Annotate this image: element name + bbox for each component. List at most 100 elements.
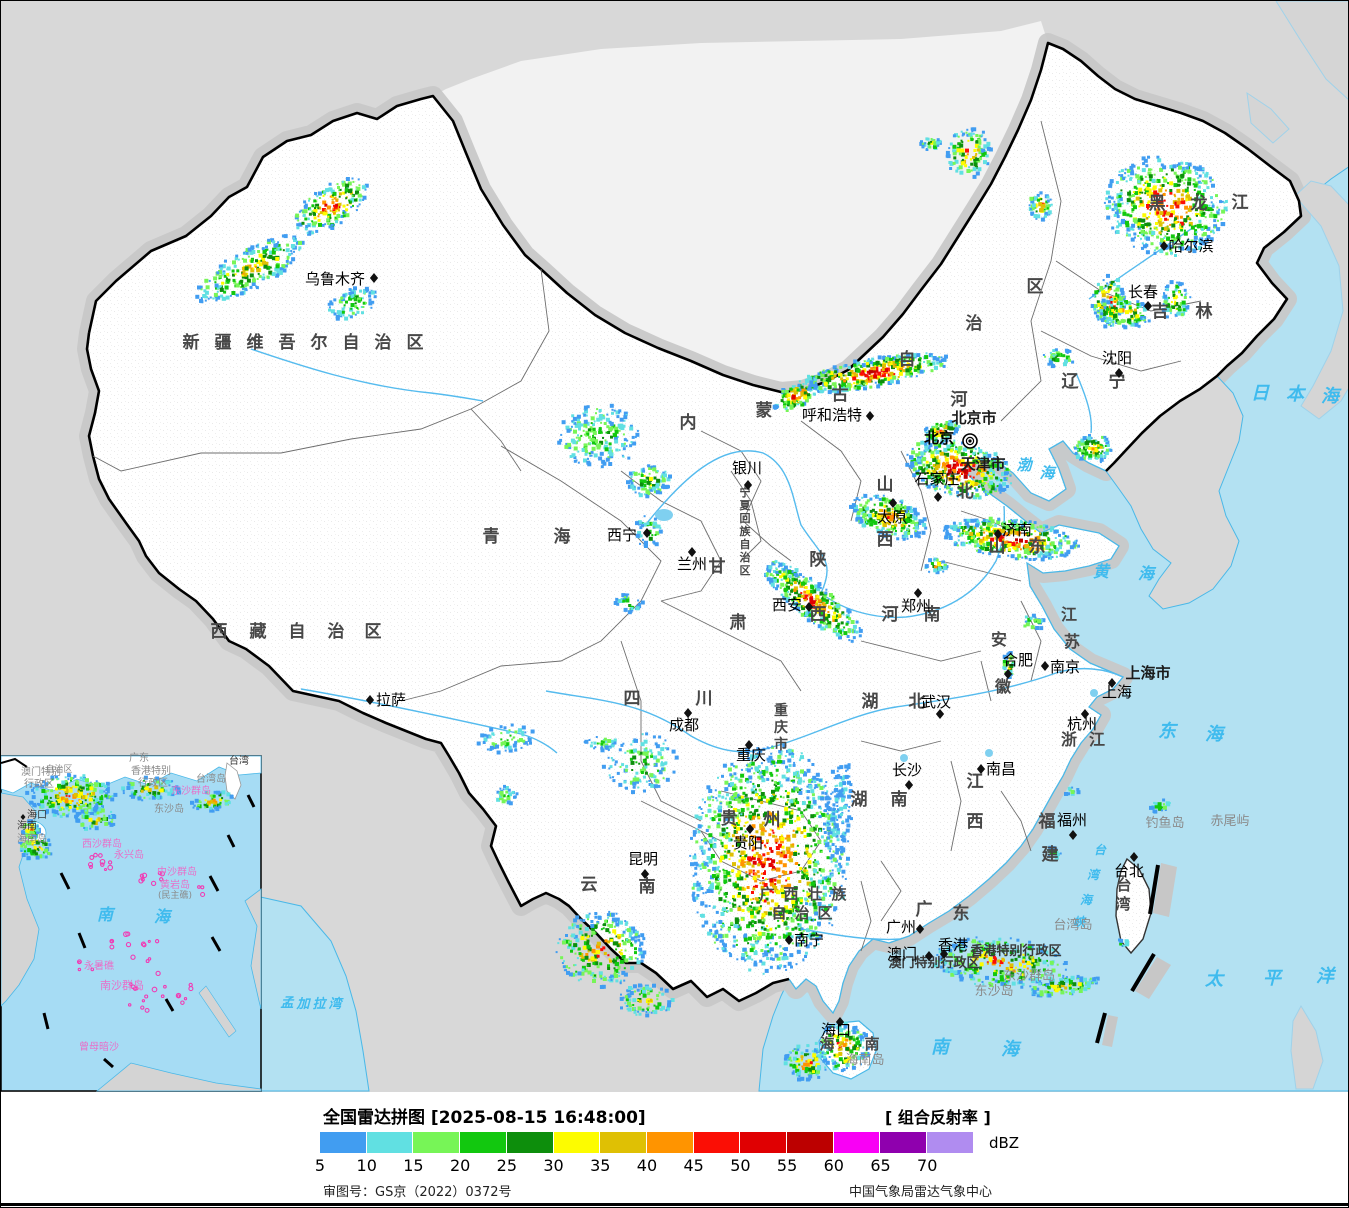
island-label: 赤尾屿: [1210, 814, 1249, 829]
island-label: 海南岛: [845, 1052, 884, 1068]
city-label: 广州: [886, 918, 916, 936]
gray-dash-bar: [1102, 1015, 1118, 1047]
province-label: 林: [1196, 301, 1213, 322]
province-boundary: [620, 470, 722, 602]
city-marker-diamond: [1159, 241, 1169, 251]
inset-island-dot: [197, 885, 201, 889]
province-boundary: [730, 470, 762, 562]
sea-label: 日: [1251, 383, 1270, 404]
province-boundary: [860, 640, 982, 662]
city-marker-diamond: [804, 602, 814, 612]
city-marker-diamond: [915, 924, 925, 934]
sea-label: 黄: [1093, 562, 1111, 581]
sea-label: 加: [295, 996, 311, 1012]
inset-nine-dash-segment: [246, 794, 256, 808]
inset-island-dot: [150, 880, 157, 887]
sea-label: 本: [1286, 384, 1307, 405]
city-marker-diamond: [640, 869, 650, 879]
river: [1075, 372, 1093, 434]
inset-island-dot: [90, 967, 95, 972]
inset-island-dot: [98, 853, 103, 858]
inset-island-dot: [147, 957, 152, 961]
island-label: 东沙岛: [974, 983, 1013, 999]
dongting-lake: [900, 754, 908, 762]
province-label: 湖: [851, 790, 868, 810]
colorbar-segment: [413, 1132, 461, 1153]
colorbar-tick: 70: [917, 1156, 938, 1175]
city-marker-diamond: [924, 951, 934, 961]
inset-island-dot: [132, 986, 138, 991]
inset-island-dot: [89, 855, 95, 860]
inset-island-dot: [145, 959, 150, 964]
sea-label: 拉: [312, 996, 327, 1012]
city-label: 兰州: [677, 555, 707, 573]
colorbar-tick: 20: [449, 1156, 471, 1175]
colorbar-tick: 45: [683, 1156, 704, 1175]
colorbar: [320, 1132, 974, 1153]
province-label: 夏: [740, 499, 752, 512]
inset-island-dot: [141, 942, 147, 948]
sea-label: 湾: [1087, 868, 1102, 882]
inset-island-dot: [100, 862, 105, 867]
nine-dash-segment: [1130, 952, 1156, 993]
inset-island-dot: [183, 997, 188, 1001]
province-boundary: [800, 420, 862, 522]
province-label: 重: [774, 702, 788, 719]
city-marker-diamond: [976, 764, 986, 774]
city-marker-diamond: [1068, 830, 1078, 840]
province-label: 海: [819, 1035, 834, 1053]
province-label: 南: [639, 876, 656, 897]
city-marker-diamond: [904, 780, 914, 790]
sea-label: 渤: [1016, 456, 1033, 474]
inset-island-dot: [147, 939, 151, 943]
china-radar-map: 新疆维吾尔自治区西藏自治区青 海甘肃内蒙古自治区宁夏回族自治区陕西山西河北山 东河南…: [1, 1, 1348, 1092]
city-label: 西宁: [607, 526, 637, 544]
province-label: 四: [624, 689, 641, 709]
province-label: 西: [967, 812, 984, 832]
sea-label: 海: [1039, 464, 1057, 482]
japan-land: [1294, 180, 1348, 420]
inset-island-dot: [200, 885, 205, 890]
city-label: 长春: [1128, 283, 1158, 301]
province-label: 云: [581, 875, 598, 895]
province-label: 徽: [994, 677, 1012, 696]
municipality-label: 北京市: [951, 409, 996, 427]
inset-island-dot: [163, 984, 167, 989]
japan-island: [1246, 91, 1290, 144]
sea-label: 海: [1138, 564, 1157, 583]
inset-label: 台湾: [229, 754, 249, 767]
inset-label: 南沙群岛: [100, 978, 144, 992]
city-marker-diamond: [1003, 669, 1013, 679]
inset-label: 自治区: [45, 763, 72, 775]
product-label: [ 组合反射率 ]: [885, 1108, 991, 1127]
inset-palawan: [198, 985, 237, 1038]
city-marker-diamond: [935, 709, 945, 719]
city-label: 香港: [938, 936, 968, 954]
inset-island-dot: [140, 1005, 145, 1010]
sea-label: 台: [1094, 843, 1107, 857]
city-label: 乌鲁木齐: [305, 270, 365, 288]
inset-label: 海南: [17, 819, 37, 832]
city-label: 上海: [1102, 683, 1132, 701]
colorbar-segment: [927, 1132, 974, 1153]
city-label: 郑州: [901, 597, 931, 615]
province-label: 甘: [709, 556, 726, 577]
province-label: 台: [1116, 876, 1131, 894]
inset-island-dot: [141, 872, 148, 879]
inset-island-dot: [93, 852, 98, 858]
inset-label: 海口: [27, 808, 47, 821]
city-marker-diamond: [20, 814, 26, 820]
province-label: 湾: [1115, 895, 1130, 913]
sar-label: 澳门特别行政区: [888, 955, 979, 971]
city-label: 南宁: [794, 931, 824, 949]
province-label: 吉: [1152, 302, 1169, 322]
province-label: 湖: [862, 692, 879, 712]
province-boundary: [640, 800, 722, 842]
city-label: 太原: [877, 508, 907, 526]
inset-label: 广东: [129, 751, 149, 764]
inset-island-dot: [141, 999, 146, 1003]
province-label: 自: [740, 537, 751, 551]
inset-nine-dash-segment: [210, 936, 222, 952]
